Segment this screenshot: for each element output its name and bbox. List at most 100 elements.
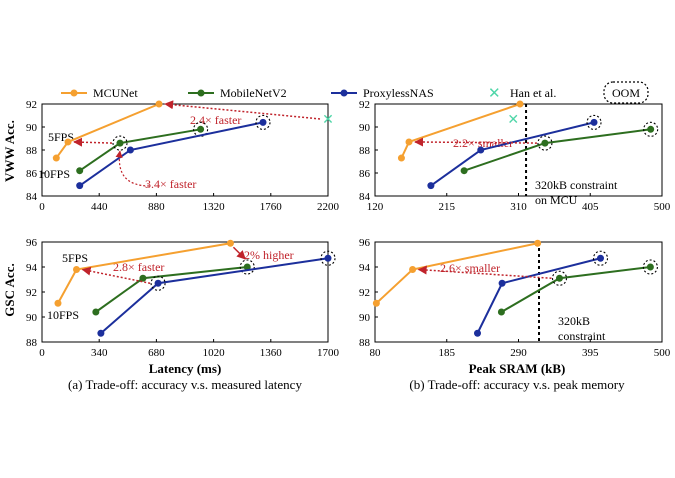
oom-marker xyxy=(642,259,658,275)
y-tick-label: 88 xyxy=(26,337,38,349)
data-point-mobilenetv2 xyxy=(647,125,655,133)
oom-marker xyxy=(150,275,166,291)
oom-marker xyxy=(586,114,602,130)
x-tick-label: 185 xyxy=(439,347,456,359)
data-point-mobilenetv2 xyxy=(243,263,251,271)
data-point-mcunet xyxy=(534,239,542,247)
caption-b: (b) Trade-off: accuracy v.s. peak memory xyxy=(409,377,625,392)
data-point-mcunet xyxy=(226,239,234,247)
data-point-mobilenetv2 xyxy=(139,274,147,282)
y-tick-label: 90 xyxy=(359,122,371,134)
data-point-proxylessnas xyxy=(498,279,506,287)
panel-2: 120 215 310 405 500 84 86 88 90 92 ✕ xyxy=(359,99,671,213)
data-point-mcunet xyxy=(52,154,60,162)
x-tick-label: 340 xyxy=(91,347,108,359)
y-tick-label: 90 xyxy=(359,312,371,324)
data-point-mcunet xyxy=(72,266,80,273)
data-point-proxylessnas xyxy=(477,146,485,154)
x-tick-label: 0 xyxy=(39,201,45,213)
data-point-mcunet xyxy=(372,299,380,307)
data-point-mcunet xyxy=(405,138,413,146)
arrow-3-4x-faster-curve xyxy=(115,150,151,187)
legend-label-han: Han et al. xyxy=(510,86,556,100)
x-tick-label: 310 xyxy=(510,201,527,213)
x-tick-label: 2200 xyxy=(317,201,340,213)
x-tick-label: 1700 xyxy=(317,347,340,359)
y-tick-label: 86 xyxy=(359,168,371,180)
legend-item-oom: OOM xyxy=(603,81,649,104)
data-point-mcunet xyxy=(516,100,524,108)
data-point-mobilenetv2 xyxy=(460,167,468,175)
oom-marker xyxy=(112,135,128,151)
annotation-2-4x-faster: 2.4× faster xyxy=(190,113,241,127)
oom-marker xyxy=(537,135,553,151)
data-point-mcunet xyxy=(64,138,72,146)
data-point-proxylessnas xyxy=(97,329,105,337)
y-tick-label: 84 xyxy=(359,191,371,203)
arrow-2-4x-faster xyxy=(164,100,321,120)
data-point-mobilenetv2 xyxy=(497,308,505,316)
label-constraint-vww-1: 320kB constraint xyxy=(535,178,618,192)
han-point: ✕ xyxy=(322,112,334,128)
data-point-proxylessnas xyxy=(259,118,267,126)
label-10fps-vww: 10FPS xyxy=(38,167,70,181)
cross-icon: ✕ xyxy=(488,84,501,102)
legend-item-proxylessnas: ProxylessNAS xyxy=(331,86,434,100)
oom-marker xyxy=(592,250,609,266)
label-10fps-gsc: 10FPS xyxy=(47,308,79,322)
annotation-2pct-higher: 2% higher xyxy=(244,248,294,262)
y-tick-label: 90 xyxy=(26,122,38,134)
data-point-proxylessnas xyxy=(154,279,162,287)
y-tick-label: 90 xyxy=(26,312,38,324)
y-tick-label: 88 xyxy=(359,337,371,349)
data-point-proxylessnas xyxy=(597,254,604,262)
y-tick-label: 88 xyxy=(359,145,371,157)
x-tick-label: 405 xyxy=(582,201,599,213)
label-constraint-gsc-2: constraint xyxy=(558,329,606,343)
data-point-mobilenetv2 xyxy=(541,139,549,147)
x-tick-label: 1360 xyxy=(260,347,283,359)
oom-marker xyxy=(239,259,255,275)
panel-1: 0 440 880 1320 1760 2200 84 86 88 90 92 ✕ xyxy=(26,99,340,213)
legend-label-proxylessnas: ProxylessNAS xyxy=(363,86,434,100)
caption-a: (a) Trade-off: accuracy v.s. measured la… xyxy=(68,377,302,392)
data-point-mcunet xyxy=(54,299,62,307)
y-tick-label: 92 xyxy=(359,99,370,111)
y-tick-label: 94 xyxy=(359,262,371,274)
x-tick-label: 215 xyxy=(439,201,456,213)
y-tick-label: 96 xyxy=(26,237,38,249)
y-tick-label: 92 xyxy=(26,287,37,299)
y-tick-label: 96 xyxy=(359,237,371,249)
data-point-mcunet xyxy=(397,154,405,162)
data-point-proxylessnas xyxy=(126,146,134,154)
y-tick-label: 92 xyxy=(26,99,37,111)
annotation-3-4x-faster: 3.4× faster xyxy=(145,177,196,191)
data-point-proxylessnas xyxy=(324,254,332,262)
data-point-proxylessnas xyxy=(427,182,435,190)
data-point-proxylessnas xyxy=(590,118,598,126)
y-tick-label: 94 xyxy=(26,262,38,274)
legend-item-mobilenetv2: MobileNetV2 xyxy=(188,86,287,100)
x-tick-label: 395 xyxy=(582,347,599,359)
legend-label-mcunet: MCUNet xyxy=(93,86,138,100)
y-tick-label: 88 xyxy=(26,145,38,157)
legend-label-mobilenetv2: MobileNetV2 xyxy=(220,86,287,100)
data-point-mcunet xyxy=(155,100,163,108)
data-point-mobilenetv2 xyxy=(116,139,124,147)
x-tick-label: 1020 xyxy=(203,347,226,359)
x-tick-label: 680 xyxy=(148,347,165,359)
arrow-2pct-higher xyxy=(232,246,246,260)
data-point-mobilenetv2 xyxy=(556,274,563,282)
panel-4: 80 185 290 395 500 88 90 92 94 96 xyxy=(359,237,671,359)
panel-3: 0 340 680 1020 1360 1700 88 90 92 94 96 xyxy=(26,237,340,359)
oom-marker xyxy=(255,114,271,130)
legend-item-han: ✕ Han et al. xyxy=(488,84,556,102)
series-line-mobilenetv2 xyxy=(500,266,651,313)
x-axis-label-sram: Peak SRAM (kB) xyxy=(469,361,566,376)
legend-label-oom: OOM xyxy=(612,86,640,100)
x-tick-label: 500 xyxy=(654,347,671,359)
data-point-mobilenetv2 xyxy=(197,125,205,133)
y-axis-label-gsc: GSC Acc. xyxy=(2,263,17,316)
legend-item-mcunet: MCUNet xyxy=(61,86,138,100)
